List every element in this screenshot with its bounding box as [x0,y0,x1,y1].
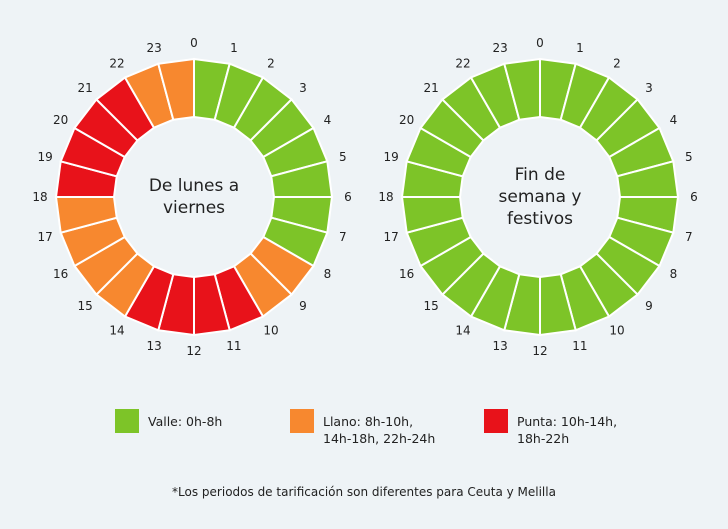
hour-label: 11 [226,339,241,353]
legend-swatch-llano [290,409,314,433]
hour-label: 21 [423,81,438,95]
hour-label: 8 [324,267,332,281]
footnote: *Los periodos de tarificación son difere… [172,485,556,499]
hour-label: 23 [492,41,507,55]
hour-label: 17 [384,230,399,244]
hour-label: 0 [190,36,198,50]
hour-label: 16 [53,267,68,281]
hour-label: 7 [339,230,347,244]
hour-label: 20 [53,113,68,127]
hour-label: 22 [109,57,124,71]
hour-label: 12 [532,344,547,358]
legend-item-llano: Llano: 8h-10h, 14h-18h, 22h-24h [290,409,435,447]
hour-label: 2 [613,57,621,71]
hour-label: 2 [267,57,275,71]
hour-label: 17 [38,230,53,244]
chart-title-line: festivos [507,209,573,229]
hour-label: 1 [576,41,584,55]
hour-label: 6 [344,190,352,204]
segment-hour-23 [157,57,195,121]
hour-label: 4 [324,113,332,127]
hour-label: 3 [299,81,307,95]
hour-label: 5 [339,150,347,164]
hour-label: 15 [423,299,438,313]
hour-label: 13 [146,339,161,353]
hour-label: 16 [399,267,414,281]
hour-label: 19 [384,150,399,164]
ring-chart-weekdays: 0 1234567891011121314151617181920212223De… [32,36,351,358]
hour-label: 23 [146,41,161,55]
segment-hour-23 [503,57,541,121]
hour-label: 13 [492,339,507,353]
legend-swatch-valle [115,409,139,433]
chart-title-line: semana y [499,187,582,207]
legend-swatch-punta [484,409,508,433]
hour-label: 21 [77,81,92,95]
hour-label: 15 [77,299,92,313]
legend-label-valle: Valle: 0h-8h [148,414,223,429]
hour-label: 20 [399,113,414,127]
hour-label: 10 [263,323,278,337]
hour-label: 6 [690,190,698,204]
chart-title-line: De lunes a [149,176,239,196]
hour-label: 4 [670,113,678,127]
hour-label: 1 [230,41,238,55]
legend-item-valle: Valle: 0h-8h [115,409,222,433]
ring-chart-weekend: 0 1234567891011121314151617181920212223Fi… [378,36,697,358]
hour-label: 14 [455,323,470,337]
chart-title-line: Fin de [515,165,566,185]
hour-label: 11 [572,339,587,353]
hour-label: 12 [186,344,201,358]
hour-label: 3 [645,81,653,95]
hour-label: 9 [299,299,307,313]
hour-label: 10 [609,323,624,337]
legend-label-llano: Llano: 8h-10h, 14h-18h, 22h-24h [323,414,436,446]
hour-label: 8 [670,267,678,281]
hour-label: 9 [645,299,653,313]
hour-label: 0 [536,36,544,50]
hour-label: 19 [38,150,53,164]
hour-label: 7 [685,230,693,244]
legend-label-punta: Punta: 10h-14h, 18h-22h [517,414,618,446]
chart-title-line: viernes [163,198,225,218]
hour-label: 18 [32,190,47,204]
hour-label: 14 [109,323,124,337]
hour-label: 22 [455,57,470,71]
hour-label: 5 [685,150,693,164]
legend-item-punta: Punta: 10h-14h, 18h-22h [484,409,617,447]
hour-label: 18 [378,190,393,204]
